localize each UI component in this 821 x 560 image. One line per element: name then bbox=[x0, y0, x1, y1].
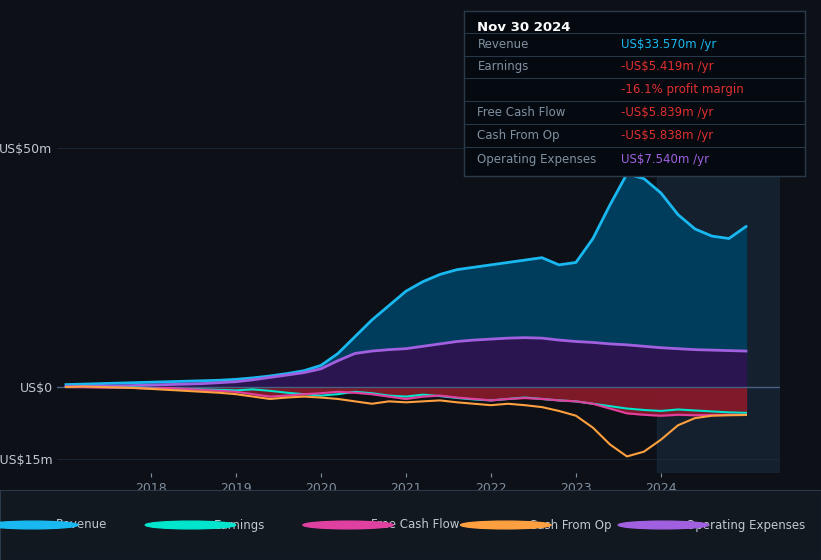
Circle shape bbox=[0, 521, 78, 529]
Text: Operating Expenses: Operating Expenses bbox=[686, 519, 805, 531]
Circle shape bbox=[145, 521, 236, 529]
Text: US$7.540m /yr: US$7.540m /yr bbox=[621, 152, 709, 166]
Text: US$33.570m /yr: US$33.570m /yr bbox=[621, 38, 716, 51]
Text: Free Cash Flow: Free Cash Flow bbox=[371, 519, 460, 531]
Text: Revenue: Revenue bbox=[478, 38, 529, 51]
Circle shape bbox=[461, 521, 551, 529]
Circle shape bbox=[618, 521, 709, 529]
Text: -US$5.419m /yr: -US$5.419m /yr bbox=[621, 60, 713, 73]
Text: Free Cash Flow: Free Cash Flow bbox=[478, 106, 566, 119]
Text: Nov 30 2024: Nov 30 2024 bbox=[478, 21, 571, 34]
Text: -US$5.839m /yr: -US$5.839m /yr bbox=[621, 106, 713, 119]
Text: Operating Expenses: Operating Expenses bbox=[478, 152, 597, 166]
Text: Earnings: Earnings bbox=[478, 60, 529, 73]
Text: Cash From Op: Cash From Op bbox=[478, 129, 560, 142]
Bar bbox=[657, 109, 780, 473]
Text: -US$5.838m /yr: -US$5.838m /yr bbox=[621, 129, 713, 142]
Text: Cash From Op: Cash From Op bbox=[529, 519, 611, 531]
Text: -16.1% profit margin: -16.1% profit margin bbox=[621, 83, 743, 96]
Text: Revenue: Revenue bbox=[56, 519, 108, 531]
Circle shape bbox=[303, 521, 393, 529]
Text: Earnings: Earnings bbox=[213, 519, 265, 531]
